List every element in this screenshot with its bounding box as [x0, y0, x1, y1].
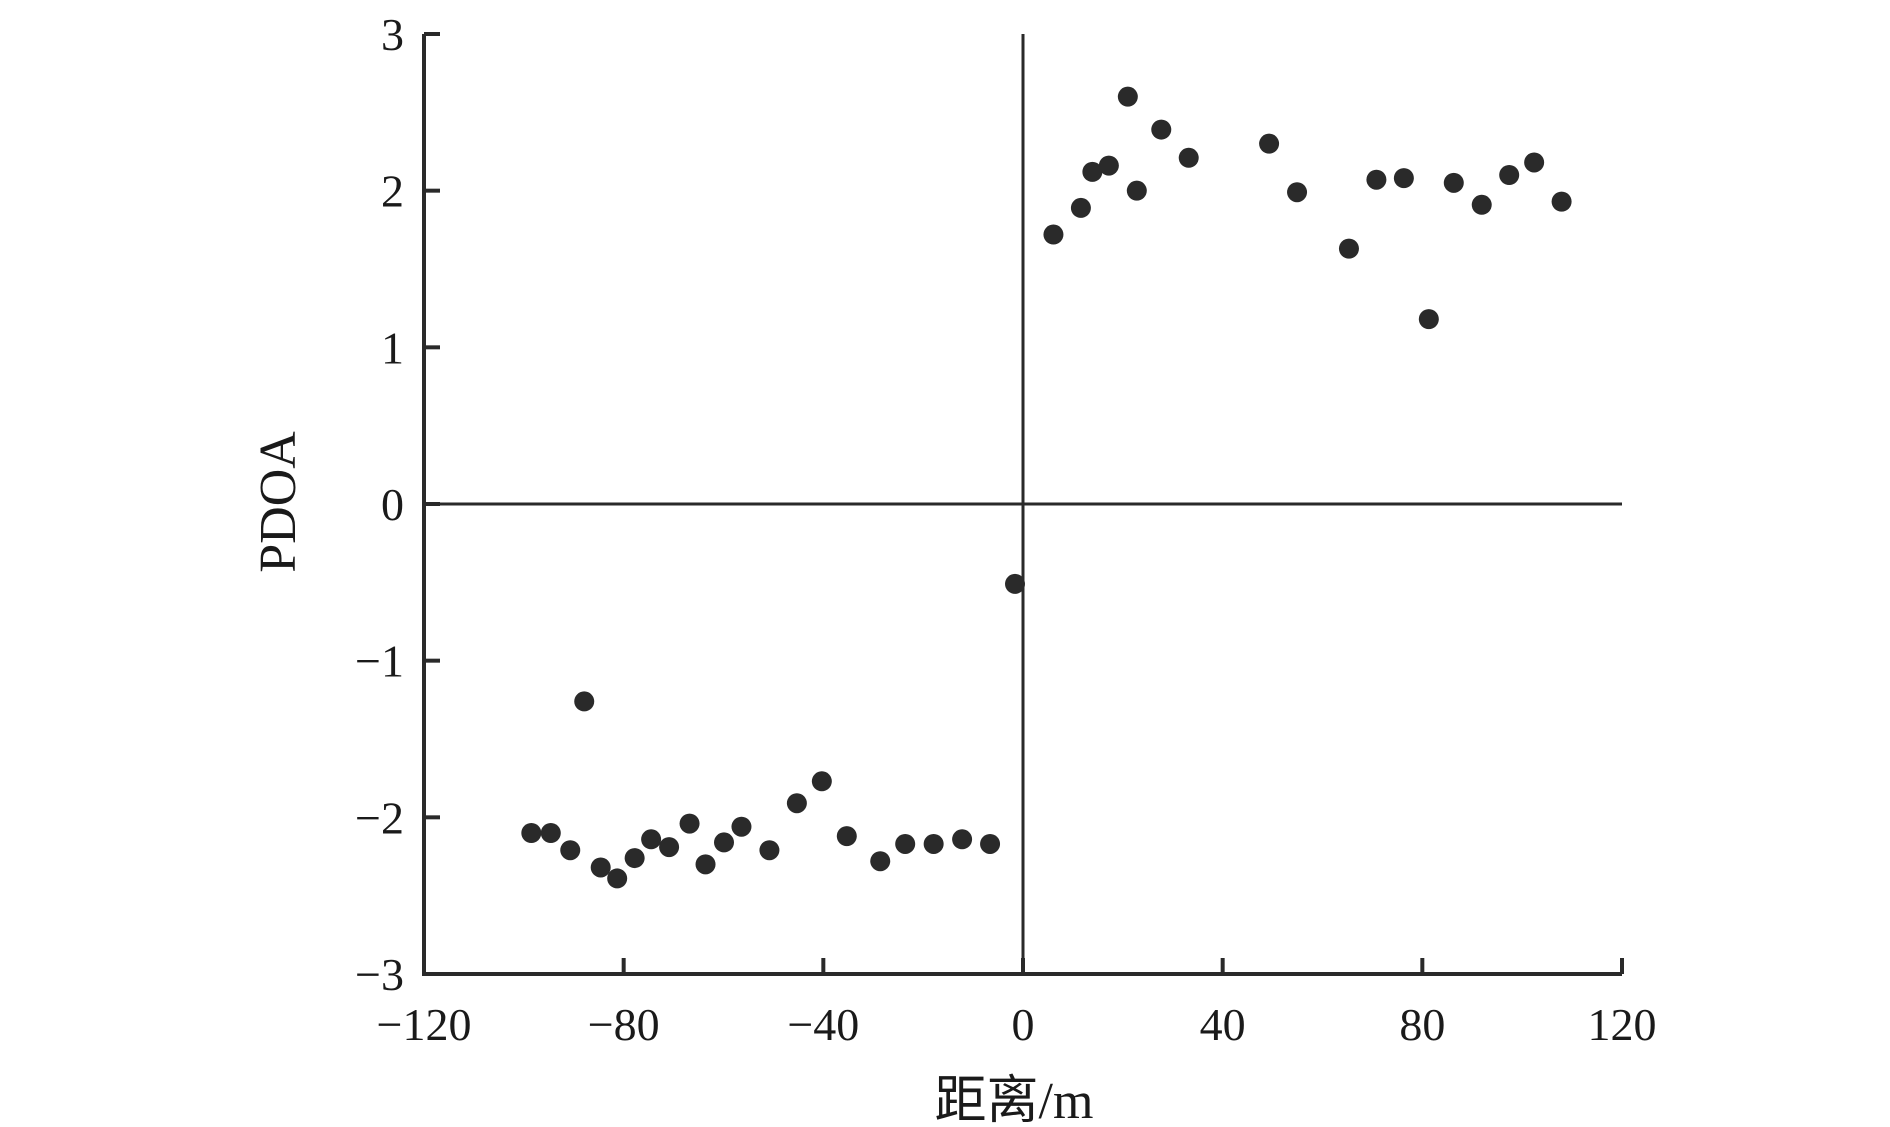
scatter-point: [1499, 165, 1520, 185]
scatter-point: [1524, 152, 1545, 173]
y-tick-label: 2: [381, 166, 404, 217]
x-tick-label: −80: [588, 999, 660, 1050]
scatter-point: [695, 854, 716, 875]
scatter-point: [836, 826, 857, 847]
scatter-point: [1098, 155, 1119, 176]
scatter-point: [624, 848, 645, 869]
x-tick-label: 120: [1588, 999, 1657, 1050]
x-tick-label: 40: [1200, 999, 1246, 1050]
scatter-point: [811, 771, 832, 792]
scatter-point: [560, 840, 581, 861]
y-tick-label: 0: [381, 479, 404, 530]
scatter-point: [1551, 191, 1572, 212]
scatter-point: [607, 868, 628, 889]
x-tick-label: −120: [377, 999, 472, 1050]
scatter-point: [1151, 119, 1172, 140]
scatter-point: [1178, 147, 1199, 168]
scatter-point: [923, 833, 944, 854]
y-tick-label: 1: [381, 322, 404, 373]
scatter-point: [1366, 169, 1387, 190]
scatter-point: [713, 832, 734, 853]
scatter-point: [1259, 133, 1280, 154]
scatter-point: [1082, 161, 1103, 182]
scatter-point: [1287, 182, 1308, 203]
y-tick-label: −2: [355, 792, 404, 843]
scatter-point: [521, 823, 542, 843]
data-points: [521, 86, 1572, 889]
scatter-point: [895, 833, 916, 854]
scatter-point: [1471, 194, 1492, 215]
scatter-point: [590, 857, 611, 878]
scatter-point: [1070, 197, 1091, 218]
x-tick-label: −40: [787, 999, 859, 1050]
scatter-point: [980, 833, 1001, 854]
x-axis-title: 距离/m: [935, 1073, 1094, 1127]
y-tick-label: 3: [381, 9, 404, 60]
x-tick-label: 80: [1399, 999, 1445, 1050]
scatter-point: [641, 829, 662, 850]
x-tick-label: 0: [1012, 999, 1035, 1050]
scatter-point: [1005, 573, 1026, 594]
scatter-point: [574, 691, 595, 712]
scatter-point: [1338, 238, 1359, 259]
scatter-point: [952, 829, 973, 850]
scatter-point: [1043, 224, 1064, 245]
scatter-point: [1443, 172, 1464, 193]
scatter-point: [679, 813, 700, 834]
y-axis-title: PDOA: [250, 431, 307, 573]
zero-lines: [424, 34, 1622, 974]
y-tick-label: −1: [355, 636, 404, 687]
scatter-point: [786, 793, 807, 814]
y-tick-label: −3: [355, 949, 404, 1000]
scatter-point: [540, 823, 561, 843]
scatter-point: [1126, 180, 1147, 201]
tick-labels: −3 −2 −1 0 1 2 3 −120 −80 −40 0 40 80 120: [355, 9, 1656, 1050]
scatter-point: [659, 837, 680, 858]
scatter-point: [870, 851, 891, 872]
scatter-point: [1117, 86, 1138, 107]
scatter-point: [1418, 309, 1439, 330]
scatter-point: [731, 816, 752, 837]
scatter-point: [759, 840, 780, 861]
scatter-point: [1393, 168, 1414, 189]
